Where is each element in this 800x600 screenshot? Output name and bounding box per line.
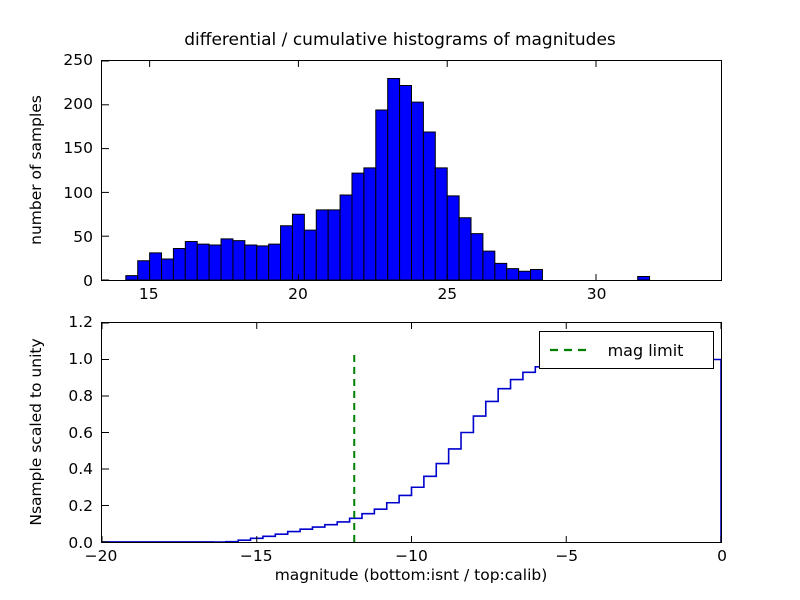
top-ytick-label: 200 — [63, 95, 93, 114]
top-xtick-label: 20 — [288, 285, 308, 303]
bottom-xtick-label: −20 — [84, 547, 118, 565]
histogram-bar — [209, 245, 221, 280]
histogram-bar — [138, 261, 150, 280]
top-xtick-label: 15 — [138, 285, 159, 303]
histogram-bar — [197, 244, 209, 280]
histogram-bar — [638, 276, 650, 280]
histogram-bar — [376, 110, 388, 280]
top-xtick-label: 25 — [437, 285, 458, 303]
bottom-axis-ylabel: Nsample scaled to unity — [27, 338, 45, 526]
bottom-xtick-label: −5 — [555, 547, 579, 565]
cumulative-curve — [102, 360, 721, 543]
histogram-bar — [245, 245, 257, 280]
top-ytick-label: 250 — [63, 51, 93, 69]
histogram-bar — [388, 79, 400, 280]
histogram-bar — [507, 269, 519, 280]
bottom-ytick-label: 1.2 — [68, 313, 93, 331]
bottom-xtick-label: −10 — [395, 547, 428, 565]
histogram-bar — [257, 246, 269, 280]
histogram-bar — [162, 259, 174, 280]
differential-histogram-plot — [102, 61, 721, 280]
top-ytick-label: 100 — [63, 183, 93, 202]
histogram-bar — [459, 218, 471, 280]
histogram-bar — [185, 241, 197, 280]
bottom-xtick-label: −15 — [239, 547, 273, 565]
mag-limit-legend-swatch — [550, 348, 588, 352]
bottom-ytick-label: 0.0 — [68, 534, 93, 552]
histogram-bar — [412, 102, 424, 280]
histogram-bar — [292, 214, 304, 280]
histogram-bar — [495, 263, 507, 280]
histogram-bar — [435, 168, 447, 280]
bottom-xtick-label: 0 — [717, 547, 727, 565]
legend-label-mag-limit: mag limit — [607, 340, 684, 360]
histogram-bar — [483, 251, 495, 280]
histogram-bar — [423, 132, 435, 280]
figure-title: differential / cumulative histograms of … — [184, 30, 616, 50]
histogram-bar — [304, 230, 316, 280]
bottom-ytick-label: 0.2 — [68, 497, 93, 516]
bottom-ytick-label: 0.8 — [68, 386, 93, 405]
cumulative-histogram-plot — [102, 323, 721, 542]
legend: mag limit — [539, 331, 714, 369]
histogram-bar — [519, 271, 531, 280]
bottom-ytick-label: 1.0 — [68, 349, 93, 368]
histogram-bar — [364, 168, 376, 280]
top-axis-ylabel: number of samples — [27, 95, 45, 245]
histogram-bar — [221, 239, 233, 280]
top-xtick-label: 30 — [586, 285, 607, 303]
bottom-ytick-label: 0.6 — [68, 423, 93, 442]
top-ytick-label: 50 — [73, 227, 93, 246]
histogram-bar — [328, 210, 340, 280]
histogram-bar — [400, 86, 412, 280]
histogram-bar — [281, 226, 293, 280]
histogram-bar — [269, 244, 281, 280]
histogram-bar — [447, 196, 459, 280]
histogram-bar — [150, 253, 162, 280]
histogram-bar — [352, 173, 364, 280]
histogram-bar — [531, 269, 543, 280]
top-ytick-label: 150 — [63, 139, 93, 158]
bottom-axis-xlabel: magnitude (bottom:isnt / top:calib) — [274, 566, 548, 584]
bottom-ytick-label: 0.4 — [68, 460, 93, 479]
top-ytick-label: 0 — [83, 272, 93, 290]
histogram-bar — [340, 195, 352, 280]
histogram-bar — [173, 248, 185, 280]
histogram-bar — [126, 276, 138, 280]
histogram-bar — [233, 241, 245, 280]
histogram-bar — [471, 234, 483, 280]
top-axes-histogram — [101, 60, 722, 281]
histogram-bar — [316, 210, 328, 280]
